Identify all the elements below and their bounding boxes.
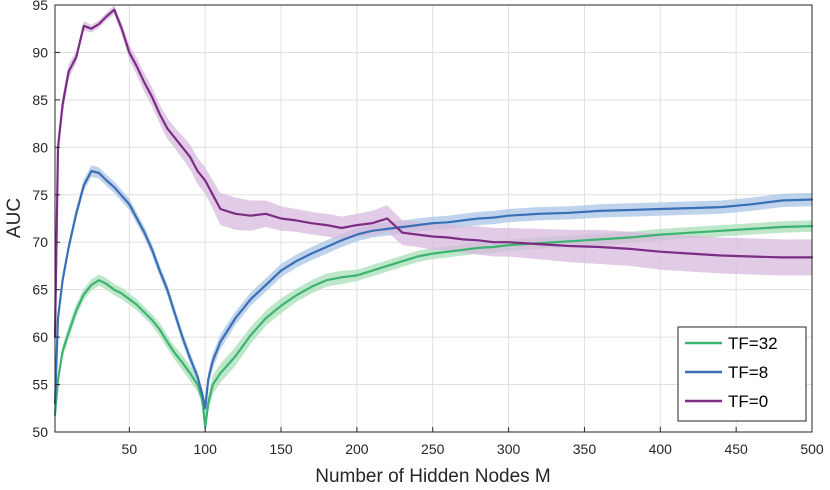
- line-series-1: [53, 170, 814, 410]
- x-tick-label: 200: [345, 441, 369, 457]
- line-series-2: [53, 8, 814, 339]
- y-axis-ticks: 50 55 60 65 70 75 80 85 90 95: [32, 0, 60, 440]
- y-tick-label: 95: [32, 0, 48, 13]
- y-tick-label: 90: [32, 44, 48, 60]
- x-axis-ticks: 50 100 150 200 250 300 350 400 450 500: [122, 427, 824, 457]
- x-tick-label: 450: [724, 441, 748, 457]
- y-tick-label: 85: [32, 92, 48, 108]
- y-tick-label: 75: [32, 187, 48, 203]
- y-tick-label: 50: [32, 424, 48, 440]
- legend-label: TF=8: [728, 363, 768, 382]
- confidence-bands: [55, 5, 812, 435]
- x-tick-label: 250: [421, 441, 445, 457]
- y-tick-label: 70: [32, 234, 48, 250]
- band-series-2: [55, 5, 812, 347]
- legend: TF=32 TF=8 TF=0: [677, 326, 807, 422]
- y-tick-label: 80: [32, 139, 48, 155]
- y-axis-label: AUC: [4, 198, 25, 238]
- y-tick-label: 55: [32, 377, 48, 393]
- x-tick-label: 350: [573, 441, 597, 457]
- y-tick-label: 60: [32, 329, 48, 345]
- legend-label: TF=32: [728, 334, 778, 353]
- x-tick-label: 300: [497, 441, 521, 457]
- y-tick-label: 65: [32, 282, 48, 298]
- x-tick-label: 100: [194, 441, 218, 457]
- x-tick-label: 400: [649, 441, 673, 457]
- x-tick-label: 500: [800, 441, 824, 457]
- x-tick-label: 50: [122, 441, 138, 457]
- x-axis-label: Number of Hidden Nodes M: [315, 466, 551, 487]
- legend-label: TF=0: [728, 392, 768, 411]
- x-tick-label: 150: [269, 441, 293, 457]
- series-lines: [53, 8, 814, 429]
- plot-border: [54, 4, 813, 433]
